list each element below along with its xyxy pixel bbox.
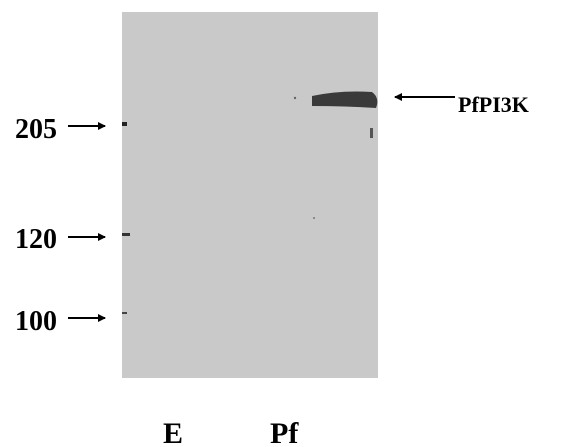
blot-figure: 205 120 100 PfPI3K E Pf [0,0,569,447]
speck [294,97,296,99]
page: {"markers": [{"label": "205"}, {"label":… [0,0,569,447]
band-label: PfPI3K [458,92,529,117]
marker-label: 120 [15,224,57,255]
marker-label: 100 [15,306,57,337]
membrane [122,12,378,378]
lane-label: E [163,417,183,447]
marker-label: 205 [15,114,57,145]
ladder-mark [122,312,127,314]
ladder-mark [122,233,130,236]
ladder-mark [122,122,127,126]
band-smear [370,128,373,138]
speck [313,217,315,219]
lane-label: Pf [270,417,299,447]
